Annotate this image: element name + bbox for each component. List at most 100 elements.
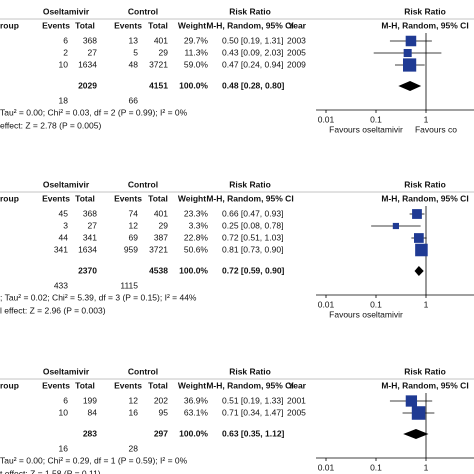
group-header: Oseltamivir (43, 366, 90, 376)
column-header: roup (0, 380, 19, 390)
column-header: Events (42, 380, 70, 390)
effect-header: Risk Ratio (229, 6, 271, 16)
favours-label: Favours co (415, 472, 457, 474)
effect-label: 0.71 [0.34, 1.47] (222, 407, 283, 417)
study-square (405, 35, 417, 47)
column-header: Weight (178, 20, 206, 30)
column-header: M-H, Random, 95% CI (206, 380, 293, 390)
year: 2005 (287, 407, 306, 417)
weight: 23.3% (184, 208, 209, 218)
plot-header: Risk Ratio (404, 366, 446, 376)
column-header: Events (114, 20, 142, 30)
group-header: Oseltamivir (43, 179, 90, 189)
study-square (405, 395, 418, 407)
x-tick-label: 1 (424, 462, 429, 472)
total: 3721 (149, 244, 168, 254)
favours-label: Favours oseltamivir (329, 472, 403, 474)
group-header: Control (128, 366, 158, 376)
x-tick-label: 1 (424, 114, 429, 124)
year: 2001 (287, 395, 306, 405)
column-header: Events (114, 193, 142, 203)
x-tick-label: 1 (424, 299, 429, 309)
weight: 22.8% (184, 232, 209, 242)
total: 84 (88, 407, 98, 417)
total: 3721 (149, 59, 168, 69)
study-square (402, 58, 417, 72)
total: 27 (88, 220, 98, 230)
plot-subheader: M-H, Random, 95% CI (381, 380, 468, 390)
column-header: M-H, Random, 95% CI (206, 193, 293, 203)
column-header: roup (0, 20, 19, 30)
column-header: Total (75, 380, 95, 390)
total: 2370 (78, 265, 97, 275)
column-header: Total (148, 380, 168, 390)
events: 10 (59, 407, 69, 417)
events: 959 (124, 244, 138, 254)
events: 6 (63, 395, 68, 405)
weight: 100.0% (179, 265, 208, 275)
weight: 63.1% (184, 407, 209, 417)
total: 4538 (149, 265, 168, 275)
overall-effect: t effect: Z = 1.58 (P = 0.11) (0, 468, 101, 474)
column-header: Events (42, 193, 70, 203)
weight: 36.9% (184, 395, 209, 405)
favours-label: Favours oseltamivir (329, 124, 403, 134)
events: 74 (129, 208, 139, 218)
overall-effect: l effect: Z = 2.96 (P = 0.003) (0, 305, 106, 315)
column-header: Year (288, 380, 307, 390)
total: 95 (159, 407, 169, 417)
study-square (392, 222, 399, 230)
total: 199 (83, 395, 97, 405)
study-square (412, 209, 422, 219)
heterogeneity: Tau² = 0.00; Chi² = 0.03, df = 2 (P = 0.… (0, 107, 188, 117)
events: 66 (129, 95, 139, 105)
events: 433 (54, 280, 68, 290)
events: 16 (59, 443, 69, 453)
column-header: Events (42, 20, 70, 30)
effect-label: 0.25 [0.08, 0.78] (222, 220, 283, 230)
heterogeneity: Tau² = 0.00; Chi² = 0.29, df = 1 (P = 0.… (0, 455, 188, 465)
study-square (403, 48, 412, 58)
effect-label: 0.43 [0.09, 2.03] (222, 47, 283, 57)
events: 45 (59, 208, 69, 218)
column-header: Weight (178, 380, 206, 390)
total: 368 (83, 208, 97, 218)
x-tick-label: 0.1 (370, 299, 382, 309)
events: 48 (129, 59, 139, 69)
total: 1634 (78, 59, 97, 69)
year: 2005 (287, 47, 306, 57)
column-header: Total (75, 20, 95, 30)
column-header: M-H, Random, 95% CI (206, 20, 293, 30)
study-square (415, 243, 428, 257)
year: 2009 (287, 59, 306, 69)
group-header: Control (128, 6, 158, 16)
total: 401 (154, 35, 168, 45)
total: 341 (83, 232, 97, 242)
column-header: Total (148, 20, 168, 30)
total: 29 (159, 47, 169, 57)
column-header: Year (288, 20, 307, 30)
events: 341 (54, 244, 68, 254)
total: 283 (83, 428, 97, 438)
column-header: Weight (178, 193, 206, 203)
total: 387 (154, 232, 168, 242)
events: 3 (63, 220, 68, 230)
events: 2 (63, 47, 68, 57)
effect-label: 0.47 [0.24, 0.94] (222, 59, 283, 69)
plot-subheader: M-H, Random, 95% CI (381, 20, 468, 30)
events: 69 (129, 232, 139, 242)
effect-label: 0.63 [0.35, 1.12] (222, 428, 285, 438)
events: 16 (129, 407, 139, 417)
effect-label: 0.50 [0.19, 1.31] (222, 35, 283, 45)
effect-header: Risk Ratio (229, 179, 271, 189)
x-tick-label: 0.01 (318, 299, 335, 309)
events: 12 (129, 395, 139, 405)
x-tick-label: 0.01 (318, 462, 335, 472)
weight: 3.3% (189, 220, 209, 230)
study-square (411, 406, 426, 420)
column-header: Events (114, 380, 142, 390)
total: 202 (154, 395, 168, 405)
total: 27 (88, 47, 98, 57)
study-square (414, 233, 424, 243)
